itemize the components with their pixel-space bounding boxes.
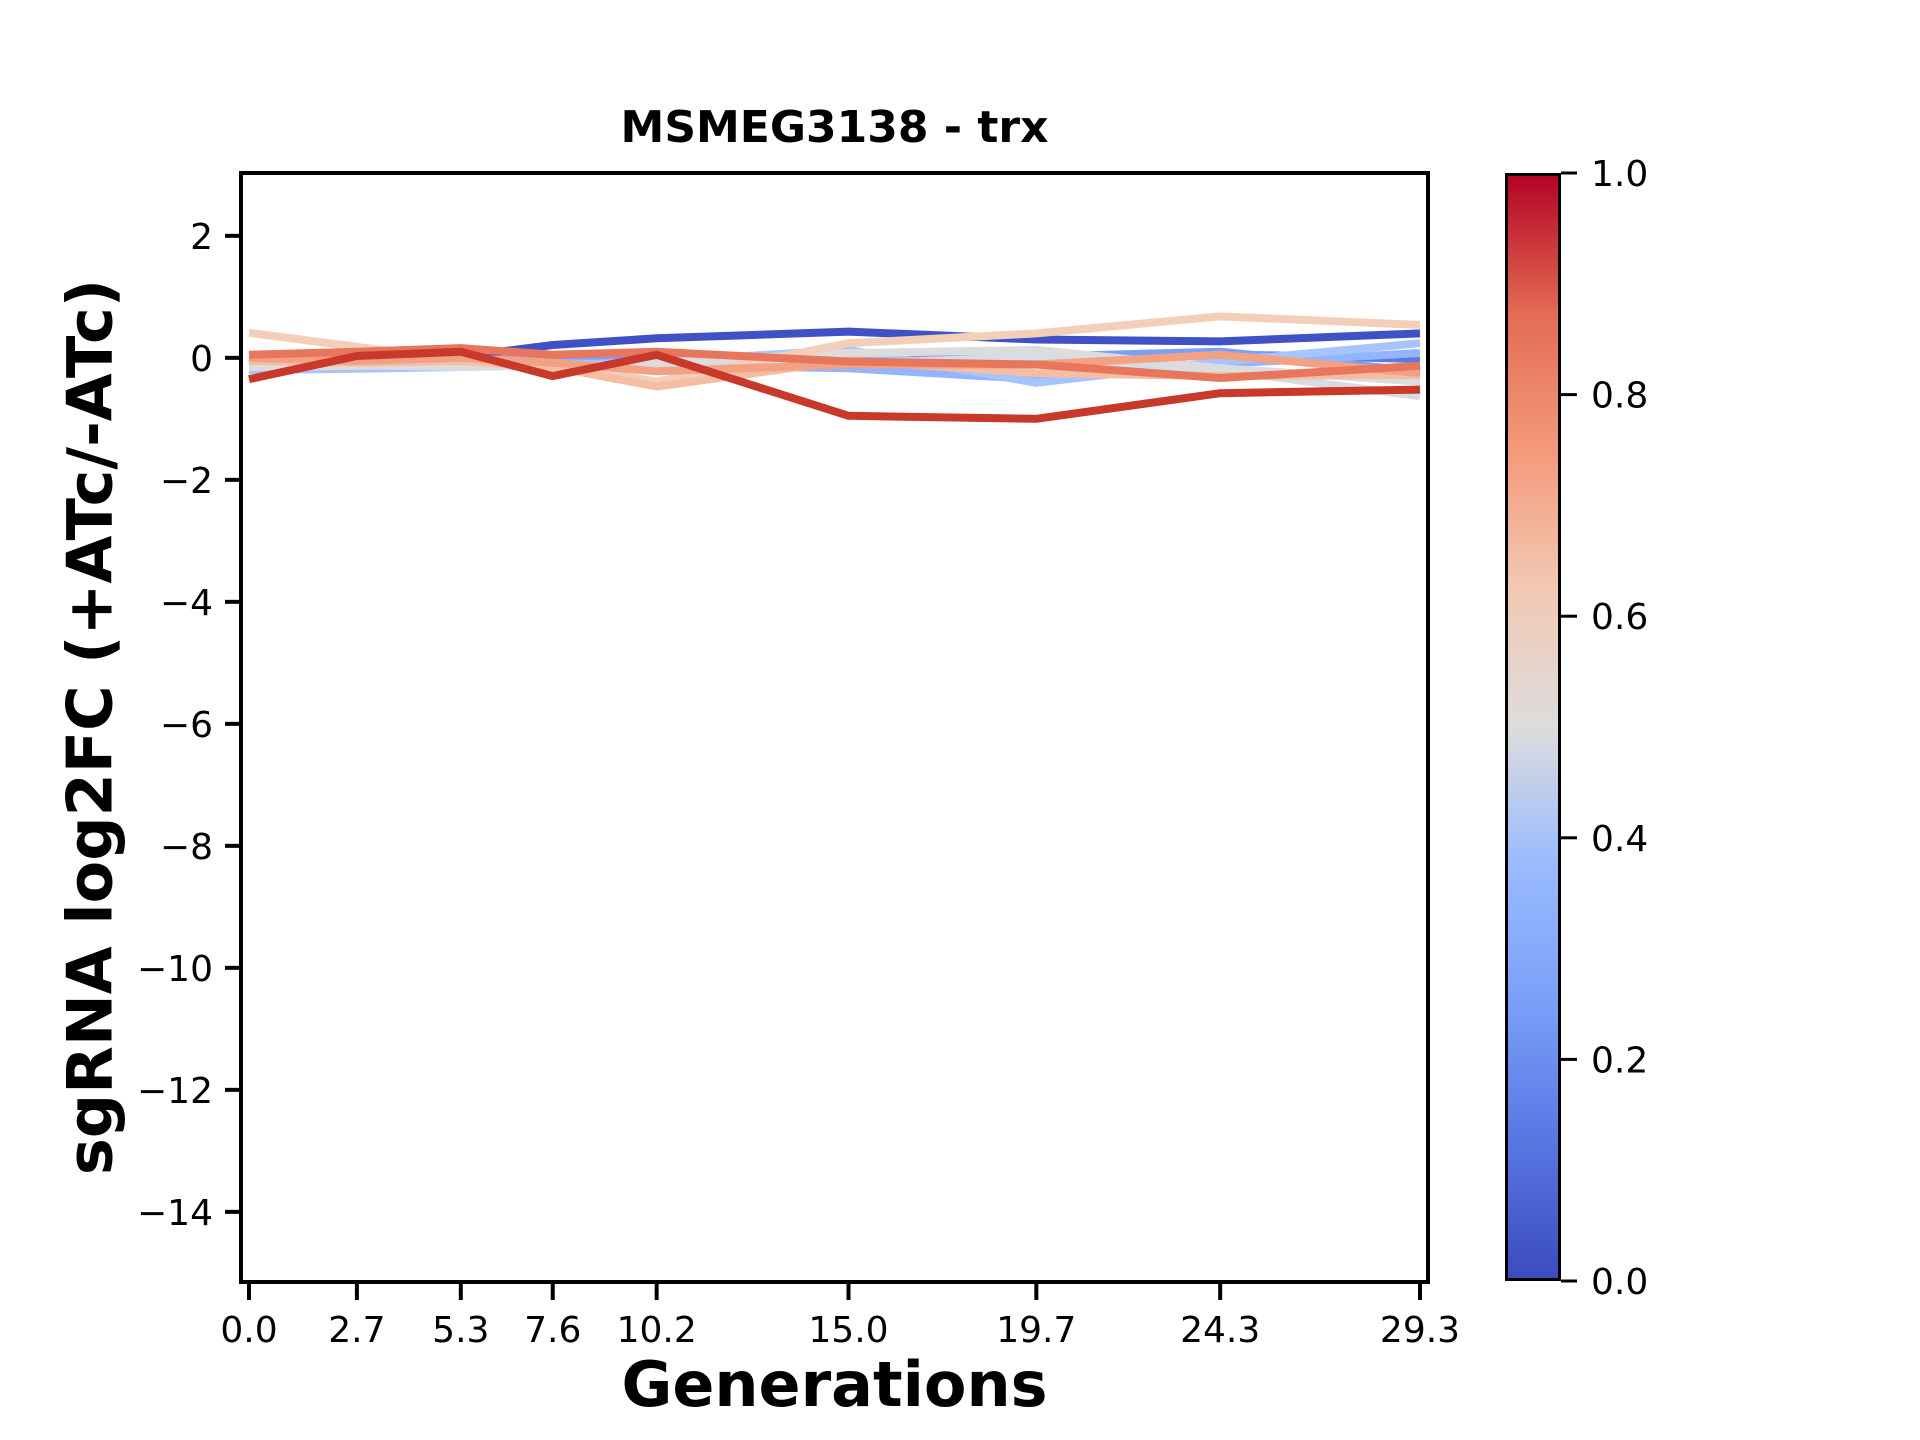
- x-tick-label: 19.7: [996, 1310, 1076, 1351]
- sgrna-line-12: [248, 347, 1421, 423]
- colorbar-gradient: [1505, 173, 1561, 1281]
- colorbar-tick-label: 0.2: [1591, 1040, 1648, 1081]
- x-tick-label: 29.3: [1380, 1310, 1460, 1351]
- y-tick-label: −14: [137, 1193, 213, 1234]
- sgrna-line-10: [248, 350, 1421, 378]
- x-tick-label: 15.0: [808, 1310, 888, 1351]
- colorbar-tick-label: 0.4: [1591, 819, 1648, 860]
- y-tick-label: −10: [137, 949, 213, 990]
- y-tick-label: −2: [160, 461, 213, 502]
- colorbar-tick-label: 0.0: [1591, 1262, 1648, 1303]
- x-tick-label: 10.2: [617, 1310, 697, 1351]
- x-tick-label: 5.3: [432, 1310, 489, 1351]
- x-tick-label: 24.3: [1180, 1310, 1260, 1351]
- x-tick-label: 2.7: [328, 1310, 385, 1351]
- y-tick-label: −8: [160, 827, 213, 868]
- plot-border: [239, 171, 1430, 1284]
- x-axis-label: Generations: [621, 1348, 1048, 1421]
- chart-title: MSMEG3138 - trx: [620, 102, 1049, 153]
- y-tick-label: −12: [137, 1071, 213, 1112]
- x-tick-label: 0.0: [220, 1310, 277, 1351]
- colorbar-tick-label: 0.8: [1591, 376, 1648, 417]
- y-tick-label: −4: [160, 583, 213, 624]
- y-tick-label: 0: [190, 339, 213, 380]
- x-tick-label: 7.6: [524, 1310, 581, 1351]
- y-tick-label: 2: [190, 217, 213, 258]
- colorbar-tick-label: 0.6: [1591, 597, 1648, 638]
- y-tick-label: −6: [160, 705, 213, 746]
- colorbar-tick-label: 1.0: [1591, 154, 1648, 195]
- series-lines: [248, 312, 1421, 423]
